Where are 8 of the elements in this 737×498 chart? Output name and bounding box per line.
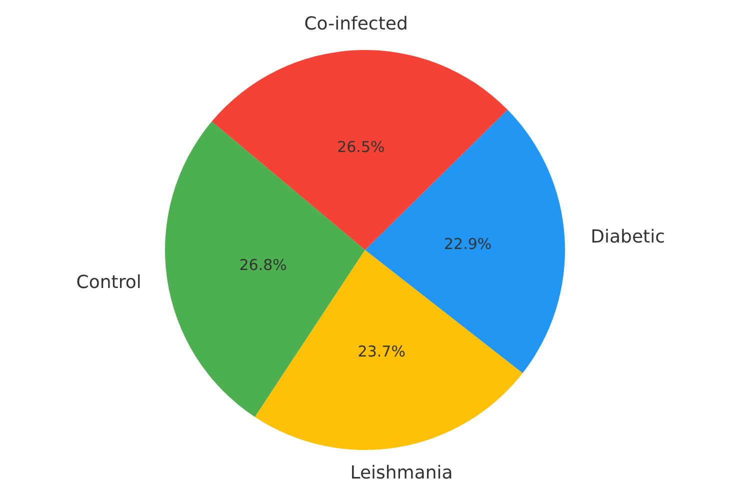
slice-label: Leishmania bbox=[350, 462, 453, 484]
data-label: 26.5% bbox=[337, 138, 385, 156]
data-label: 22.9% bbox=[444, 235, 492, 254]
slice-label: Diabetic bbox=[590, 226, 665, 248]
slice-label: Co-infected bbox=[304, 14, 408, 35]
data-label: 23.7% bbox=[358, 342, 406, 361]
slice-label: Control bbox=[76, 272, 142, 294]
data-label: 26.8% bbox=[239, 256, 287, 274]
